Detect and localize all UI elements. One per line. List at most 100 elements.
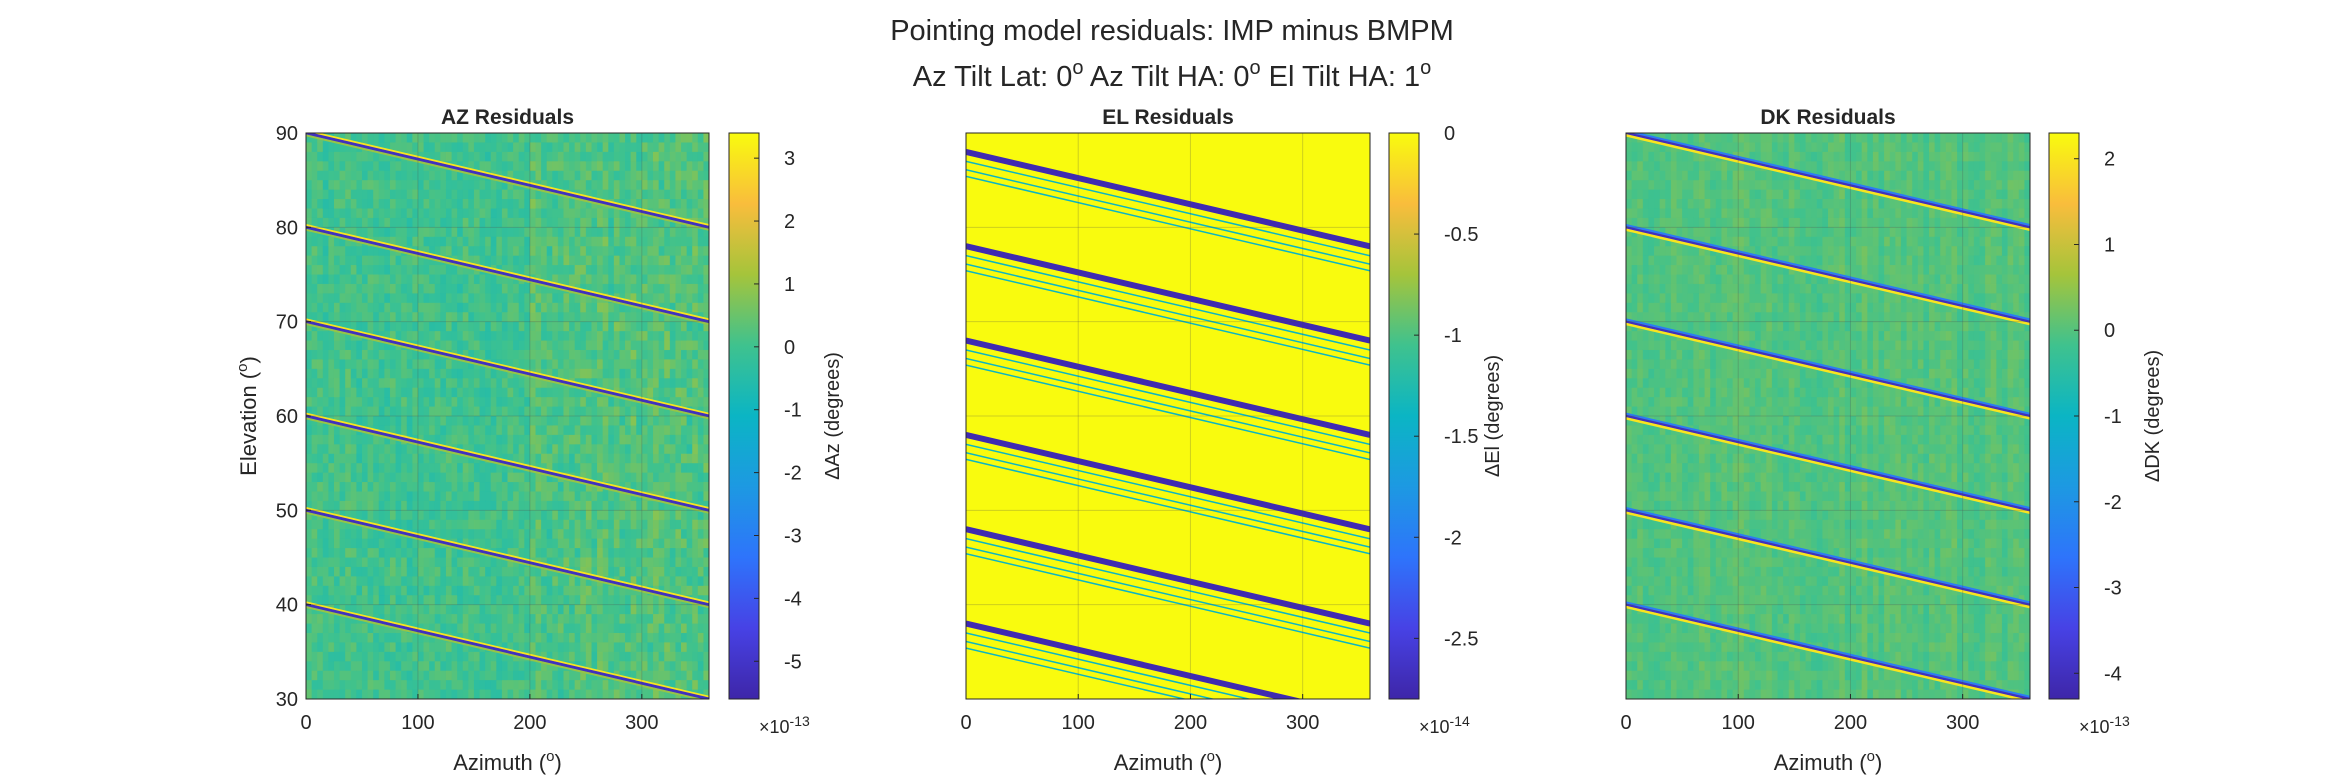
heatmap-cell (580, 180, 587, 190)
heatmap-cell (1648, 453, 1655, 464)
heatmap-cell (591, 359, 598, 370)
heatmap-cell (417, 349, 424, 360)
heatmap-cell (395, 519, 402, 530)
heatmap-cell (636, 217, 643, 228)
heatmap-cell (356, 170, 363, 181)
heatmap-cell (569, 519, 576, 530)
heatmap-cell (412, 331, 419, 341)
heatmap-cell (401, 585, 408, 596)
heatmap-cell (429, 472, 436, 483)
stripe-positive-halo (306, 511, 709, 609)
heatmap-cell (597, 142, 604, 153)
heatmap-cell (333, 623, 340, 634)
heatmap-cell (473, 670, 480, 681)
heatmap-cell (535, 255, 542, 266)
heatmap-cell (597, 463, 604, 473)
heatmap-cell (625, 416, 632, 426)
heatmap-cell (328, 614, 335, 624)
heatmap-cell (636, 331, 643, 341)
heatmap-cell (580, 472, 587, 483)
heatmap-cell (345, 444, 352, 455)
heatmap-cell (462, 585, 469, 596)
heatmap-cell (473, 425, 480, 436)
heatmap-cell (333, 661, 340, 672)
heatmap-cell (507, 463, 514, 473)
heatmap-cell (479, 491, 486, 502)
heatmap-cell (574, 416, 581, 426)
heatmap-cell (429, 293, 436, 304)
heatmap-cell (513, 151, 520, 162)
heatmap-cell (1659, 217, 1666, 228)
heatmap-cell (585, 680, 592, 690)
heatmap-cell (384, 321, 391, 332)
heatmap-cell (675, 180, 682, 190)
heatmap-cell (686, 236, 693, 247)
heatmap-cell (317, 368, 324, 379)
heatmap-cell (317, 482, 324, 492)
heatmap-cell (339, 236, 346, 247)
heatmap-cell (496, 689, 503, 700)
heatmap-cell (356, 642, 363, 653)
heatmap-cell (311, 170, 318, 181)
heatmap-cell (636, 161, 643, 172)
heatmap-cell (1637, 208, 1644, 219)
heatmap-cell (423, 566, 430, 577)
heatmap-cell (401, 359, 408, 370)
heatmap-cell (333, 576, 340, 587)
heatmap-cell (373, 170, 380, 181)
heatmap-cell (345, 236, 352, 247)
heatmap-cell (457, 331, 464, 341)
heatmap-cell (580, 642, 587, 653)
heatmap-cell (535, 566, 542, 577)
heatmap-cell (434, 463, 441, 473)
heatmap-cell (457, 416, 464, 426)
heatmap-cell (513, 331, 520, 341)
heatmap-cell (697, 576, 704, 587)
heatmap-cell (395, 142, 402, 153)
heatmap-cell (580, 576, 587, 587)
heatmap-cell (401, 321, 408, 332)
heatmap-cell (681, 283, 688, 294)
heatmap-cell (552, 453, 559, 464)
heatmap-cell (468, 680, 475, 690)
heatmap-cell (513, 472, 520, 483)
heatmap-cell (535, 453, 542, 464)
heatmap-cell (681, 265, 688, 275)
heatmap-cell (630, 406, 637, 417)
heatmap-cell (423, 331, 430, 341)
heatmap-cell (468, 227, 475, 238)
heatmap-cell (440, 189, 447, 200)
heatmap-cell (317, 463, 324, 473)
heatmap-cell (574, 406, 581, 417)
heatmap-cell (389, 482, 396, 492)
heatmap-cell (339, 604, 346, 615)
heatmap-cell (367, 500, 374, 511)
heatmap-cell (1654, 548, 1661, 558)
heatmap-cell (669, 208, 676, 219)
heatmap-cell (1665, 170, 1672, 181)
heatmap-cell (473, 368, 480, 379)
heatmap-cell (619, 378, 626, 389)
heatmap-cell (703, 529, 710, 540)
heatmap-cell (350, 199, 357, 209)
heatmap-cell (546, 482, 553, 492)
heatmap-cell (412, 217, 419, 228)
heatmap-cell (445, 170, 452, 181)
heatmap-cell (535, 623, 542, 634)
heatmap-cell (664, 491, 671, 502)
stripe-positive (306, 412, 709, 510)
heatmap-cell (669, 199, 676, 209)
heatmap-cell (401, 312, 408, 323)
heatmap-cell (406, 548, 413, 558)
heatmap-cell (462, 632, 469, 643)
heatmap-cell (602, 661, 609, 672)
heatmap-cell (641, 557, 648, 568)
heatmap-cell (613, 170, 620, 181)
heatmap-cell (501, 331, 508, 341)
heatmap-cell (339, 208, 346, 219)
heatmap-cell (552, 434, 559, 445)
heatmap-cell (417, 680, 424, 690)
heatmap-cell (602, 680, 609, 690)
heatmap-cell (328, 576, 335, 587)
heatmap-cell (557, 444, 564, 455)
